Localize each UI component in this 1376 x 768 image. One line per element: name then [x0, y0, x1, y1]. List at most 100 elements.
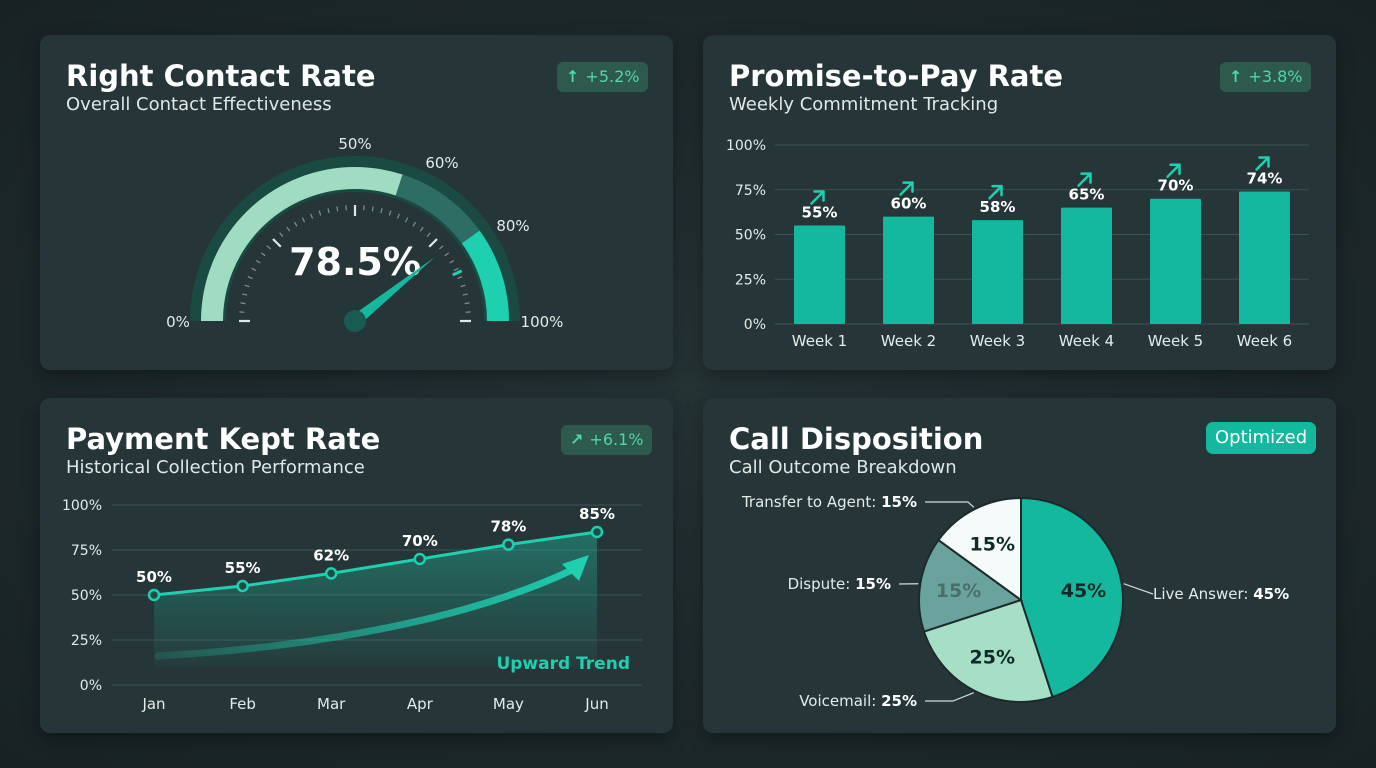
- gauge-minor-tick: [301, 217, 306, 223]
- x-tick-label: Week 3: [970, 332, 1025, 350]
- line-point: [502, 538, 515, 551]
- pie-legend-label: Transfer to Agent: 15%: [741, 493, 917, 511]
- gauge-value-marker: [452, 269, 463, 277]
- x-tick-label: Week 4: [1059, 332, 1114, 350]
- pie-leader-line: [1123, 583, 1154, 595]
- pie-slice-label: 45%: [1061, 580, 1106, 602]
- line-series: [153, 530, 598, 597]
- y-tick-label: 0%: [744, 317, 766, 333]
- bar: [1150, 198, 1201, 324]
- pie-slice-label: 15%: [936, 580, 981, 602]
- gauge-minor-tick: [419, 226, 424, 232]
- gauge-minor-tick: [426, 232, 431, 237]
- line-point: [413, 552, 427, 566]
- point-value-label: 78%: [490, 518, 526, 536]
- trend-arrow-icon: [899, 181, 914, 196]
- gauge-label-max: 100%: [521, 313, 564, 331]
- pie-leader-line: [925, 692, 975, 702]
- gauge-minor-tick: [247, 276, 253, 280]
- change-badge: ↑ +5.2%: [557, 62, 649, 92]
- bar: [883, 216, 934, 324]
- pie-legend-label: Dispute: 15%: [788, 575, 891, 593]
- y-tick-label: 75%: [71, 543, 102, 559]
- gauge-minor-tick: [260, 252, 266, 257]
- y-tick-label: 25%: [71, 633, 102, 649]
- y-tick-label: 50%: [735, 228, 766, 244]
- card-subtitle: Historical Collection Performance: [66, 457, 365, 478]
- gauge-minor-tick: [244, 284, 250, 288]
- x-tick-label: Week 1: [792, 332, 847, 350]
- x-tick-label: May: [493, 695, 524, 713]
- pie-slice-label: 25%: [970, 646, 1015, 668]
- line-chart: 0% 25% 50% 75% 100% Upward Trend 50% Jan 55% Fe…: [62, 498, 642, 713]
- trend-arrow-head: [562, 555, 589, 581]
- card-title: Payment Kept Rate: [66, 422, 381, 456]
- line-point: [590, 525, 604, 539]
- gauge-minor-tick: [286, 226, 291, 232]
- bar-value-label: 58%: [980, 198, 1016, 216]
- line-point: [324, 567, 338, 580]
- change-badge-value: +6.1%: [589, 430, 644, 449]
- gauge-major-tick: [428, 238, 438, 248]
- pie-legend-label: Live Answer: 45%: [1153, 585, 1289, 603]
- gauge-label-min: 0%: [166, 313, 190, 331]
- gauge-chart: 0% 50% 60% 80% 100% 78.5%: [166, 135, 564, 332]
- trend-up-icon: ↗: [570, 430, 584, 449]
- bar-chart: 0% 25% 50% 75% 100% 55% Week 1 60% Week 2 58% Week…: [726, 138, 1309, 350]
- trend-arrow-icon: [988, 184, 1003, 200]
- gauge-band: [395, 174, 480, 244]
- x-tick-label: Jan: [141, 695, 165, 713]
- bar-value-label: 65%: [1069, 186, 1105, 204]
- change-badge: ↗ +6.1%: [561, 425, 653, 455]
- x-tick-label: Jun: [584, 695, 608, 713]
- gauge-minor-tick: [242, 293, 248, 296]
- gauge-minor-tick: [457, 276, 463, 280]
- trend-arrow-icon: [1166, 163, 1181, 178]
- gauge-minor-tick: [380, 208, 383, 214]
- promise-to-pay-card: Promise-to-Pay Rate Weekly Commitment Tr…: [703, 35, 1336, 370]
- line-point: [147, 588, 161, 602]
- gauge-label-60: 60%: [425, 154, 458, 172]
- point-value-label: 50%: [136, 568, 172, 586]
- point-value-label: 70%: [402, 532, 438, 550]
- gauge-minor-tick: [449, 259, 455, 264]
- gauge-minor-tick: [412, 221, 417, 227]
- gauge-minor-tick: [240, 302, 246, 305]
- point-value-label: 55%: [225, 559, 261, 577]
- card-title: Call Disposition: [729, 422, 984, 456]
- change-badge: ↑ +3.8%: [1220, 62, 1312, 92]
- gauge-minor-tick: [293, 221, 298, 227]
- pie-slice-label: 15%: [970, 534, 1015, 556]
- trend-arrow-shaft: [154, 566, 576, 660]
- bar-value-label: 55%: [802, 204, 838, 222]
- x-tick-label: Week 5: [1148, 332, 1203, 350]
- y-tick-label: 100%: [62, 498, 102, 514]
- pie-leader-line: [925, 501, 975, 508]
- gauge-needle: [351, 257, 435, 326]
- arrow-up-icon: ↑: [566, 67, 580, 86]
- trend-arrow-icon: [1255, 156, 1270, 171]
- gauge-minor-tick: [371, 206, 374, 212]
- gauge-value: 78.5%: [289, 240, 421, 284]
- gauge-minor-tick: [255, 259, 261, 264]
- gauge-minor-tick: [439, 245, 444, 250]
- card-subtitle: Overall Contact Effectiveness: [66, 94, 332, 115]
- gauge-band: [461, 230, 509, 322]
- x-tick-label: Week 2: [881, 332, 936, 350]
- pie-slice-voicemail: [922, 598, 1054, 703]
- gauge-minor-tick: [266, 245, 271, 250]
- card-title: Right Contact Rate: [66, 59, 376, 93]
- point-value-label: 85%: [579, 505, 615, 523]
- card-title: Promise-to-Pay Rate: [729, 59, 1064, 93]
- line-area-fill: [154, 532, 597, 667]
- gauge-minor-tick: [388, 210, 392, 216]
- x-tick-label: Feb: [229, 695, 256, 713]
- gauge-minor-tick: [453, 267, 459, 272]
- pie-slice-dispute: [918, 538, 1024, 633]
- bar-value-label: 60%: [891, 195, 927, 213]
- payment-kept-rate-card: Payment Kept Rate Historical Collection …: [40, 398, 673, 733]
- bar: [794, 225, 845, 324]
- gauge-band: [354, 167, 403, 196]
- gauge-minor-tick: [444, 252, 450, 257]
- gauge-minor-tick: [404, 217, 409, 223]
